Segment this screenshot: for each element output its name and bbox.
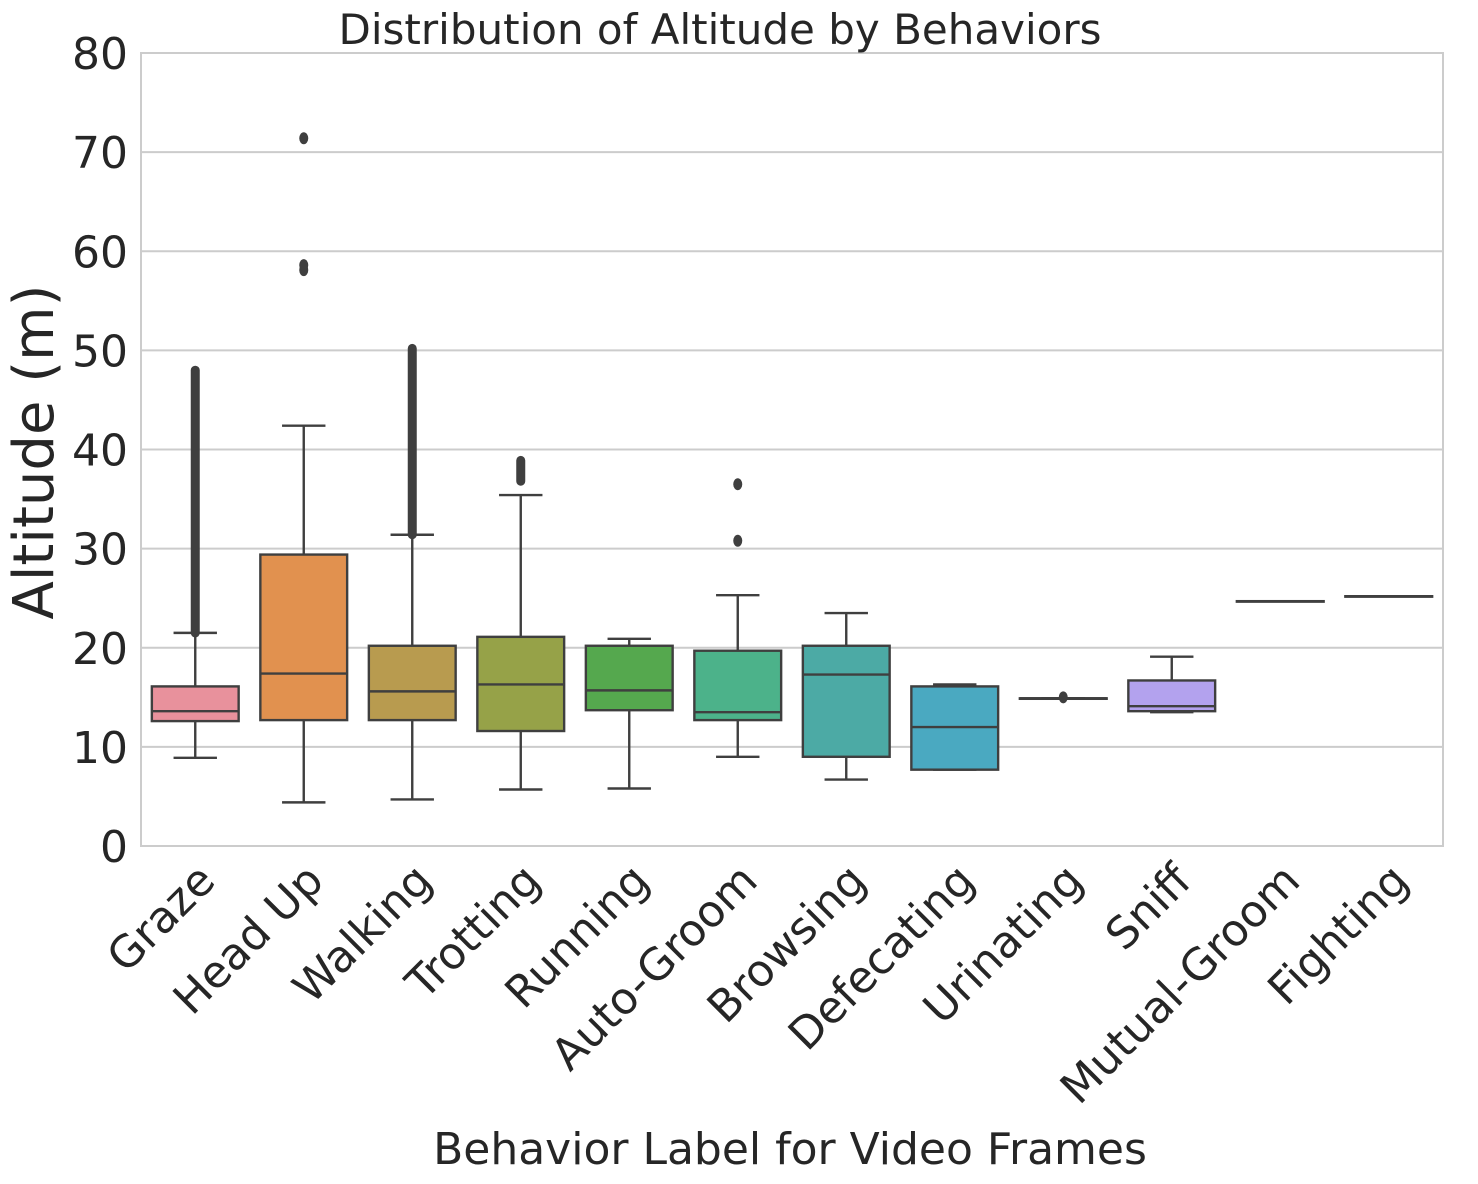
flier-point — [299, 259, 309, 272]
x-axis-label: Behavior Label for Video Frames — [433, 1124, 1147, 1175]
y-tick-label: 80 — [72, 29, 128, 80]
chart-title: Distribution of Altitude by Behaviors — [339, 5, 1102, 54]
y-tick-labels: 0 10 20 30 40 50 60 70 80 — [72, 29, 128, 873]
y-tick-label: 40 — [72, 426, 128, 477]
plot-frame — [140, 52, 1444, 847]
y-tick-label: 70 — [72, 128, 128, 179]
flier-point — [1058, 691, 1068, 704]
box-body — [367, 644, 457, 722]
box-body — [801, 644, 891, 758]
box-body — [584, 644, 674, 712]
box-body — [693, 649, 783, 722]
y-axis-label: Altitude (m) — [2, 285, 67, 620]
box-browsing — [801, 611, 891, 781]
flier-point — [299, 132, 309, 145]
box-head-up — [259, 132, 349, 804]
box-mutual-groom — [1235, 599, 1325, 603]
y-tick-label: 50 — [72, 326, 128, 377]
box-auto-groom — [693, 478, 783, 758]
y-tick-label: 10 — [72, 723, 128, 774]
box-layer — [150, 132, 1434, 804]
box-urinating — [1018, 691, 1108, 704]
box-running — [584, 637, 674, 790]
grid-lines — [141, 151, 1443, 748]
y-tick-label: 60 — [72, 227, 128, 278]
box-sniff — [1127, 655, 1217, 714]
box-defecating — [910, 683, 1000, 771]
flier-point — [733, 478, 743, 491]
y-tick-label: 30 — [72, 525, 128, 576]
box-walking — [367, 343, 457, 801]
box-fighting — [1344, 595, 1434, 598]
flier-point — [733, 534, 743, 547]
y-tick-label: 20 — [72, 624, 128, 675]
box-trotting — [476, 455, 566, 791]
box-body — [259, 553, 349, 722]
box-graze — [150, 365, 240, 759]
box-body — [150, 685, 240, 723]
y-tick-label: 0 — [100, 822, 128, 873]
